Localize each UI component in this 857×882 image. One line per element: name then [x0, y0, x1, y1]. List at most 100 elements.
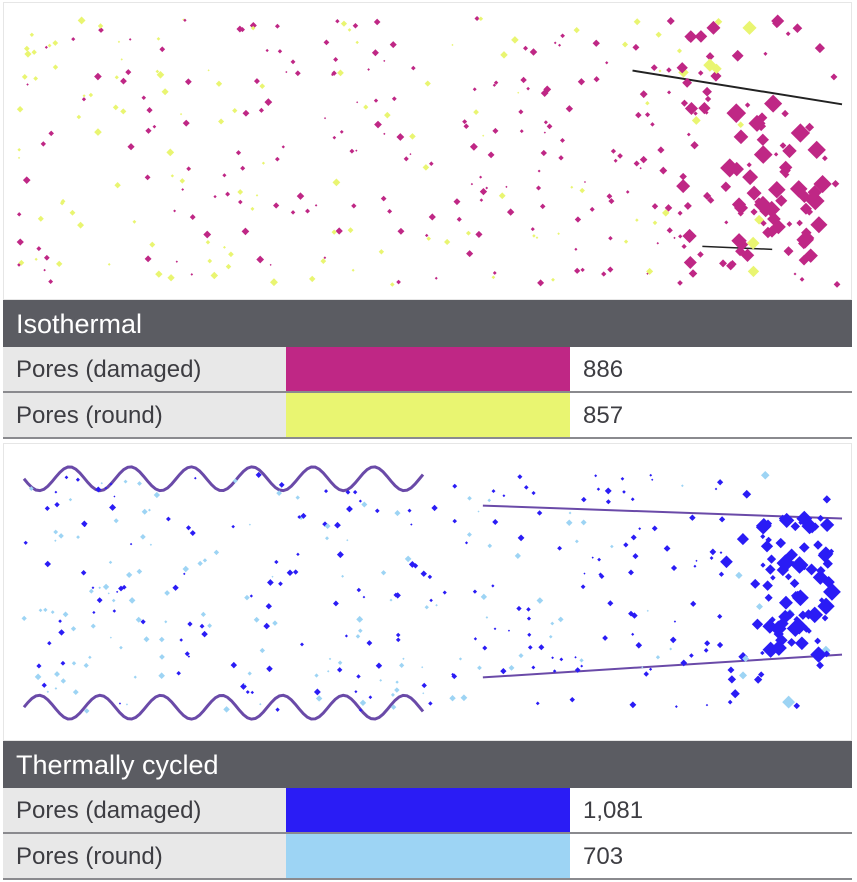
pore-mark [331, 70, 337, 76]
pore-mark [331, 229, 337, 235]
pore-mark [213, 549, 220, 556]
pore-mark [677, 280, 683, 286]
pore-mark [323, 39, 330, 46]
pore-mark [659, 166, 668, 175]
pore-mark [753, 145, 773, 164]
pore-mark [358, 499, 362, 503]
pore-mark [52, 40, 59, 46]
row-label: Pores (round) [3, 393, 286, 437]
pore-mark [104, 486, 108, 490]
pore-mark [751, 618, 764, 630]
pore-mark [112, 104, 119, 111]
pore-mark [782, 143, 797, 159]
pore-mark [249, 594, 253, 598]
pore-mark [790, 123, 811, 143]
pore-mark [790, 521, 801, 532]
pore-mark [244, 594, 250, 601]
pore-mark [183, 572, 186, 576]
pore-mark [113, 518, 119, 524]
pore-mark [449, 694, 456, 702]
pore-mark [726, 103, 747, 123]
pore-mark [620, 476, 625, 481]
pore-mark [610, 148, 617, 154]
pore-mark [666, 17, 675, 25]
color-swatch [286, 834, 570, 878]
pore-mark [238, 199, 243, 205]
pore-mark [673, 620, 677, 623]
pore-mark [120, 77, 127, 85]
pore-mark [91, 586, 95, 590]
pore-mark [155, 270, 163, 278]
pore-mark [43, 268, 46, 272]
pore-mark [816, 661, 824, 670]
pore-mark [467, 496, 472, 501]
pore-mark [683, 256, 697, 269]
pore-mark [681, 484, 684, 488]
pore-mark [334, 521, 341, 529]
pore-mark [526, 86, 530, 91]
pore-mark [557, 616, 564, 623]
pore-mark [765, 536, 772, 544]
pore-mark [107, 262, 111, 266]
pore-mark [617, 153, 623, 159]
pore-mark [361, 501, 368, 508]
pore-mark [412, 563, 419, 569]
pore-mark [164, 620, 168, 624]
pore-mark [639, 90, 648, 99]
pore-mark [322, 521, 328, 527]
pore-mark [690, 600, 697, 607]
pore-mark [537, 279, 545, 287]
pore-mark [717, 479, 724, 486]
pore-mark [491, 275, 496, 280]
pore-mark [500, 667, 507, 675]
pore-mark [159, 654, 165, 660]
pore-mark [482, 134, 485, 137]
pore-mark [573, 27, 580, 34]
pore-mark [54, 687, 58, 690]
pore-mark [601, 271, 607, 277]
pore-mark [466, 250, 474, 258]
pore-mark [68, 497, 73, 502]
pore-mark [557, 545, 563, 551]
pore-mark [733, 129, 749, 145]
pore-mark [458, 657, 463, 661]
pore-mark [742, 20, 757, 35]
color-swatch [286, 393, 570, 437]
pore-mark [83, 523, 87, 528]
pore-mark [530, 227, 535, 232]
pore-mark [639, 155, 648, 164]
pore-mark [426, 236, 431, 241]
pore-mark [351, 203, 357, 209]
row-label: Pores (damaged) [3, 347, 286, 391]
pore-mark [762, 580, 773, 591]
pore-mark [344, 634, 348, 638]
pore-mark [340, 20, 348, 27]
pore-mark [697, 70, 704, 76]
pore-mark [720, 158, 740, 178]
thermally-cycled-pore-scan-image [3, 443, 852, 741]
pore-mark [28, 486, 34, 491]
pore-mark [735, 246, 746, 257]
pore-mark [608, 198, 615, 205]
pore-mark [785, 548, 798, 562]
pore-mark [76, 114, 82, 120]
row-label: Pores (damaged) [3, 788, 286, 832]
pore-mark [689, 653, 694, 658]
pore-mark [237, 189, 244, 195]
pore-mark [88, 588, 94, 594]
pore-mark [518, 109, 524, 115]
pore-mark [255, 194, 259, 197]
pore-mark [155, 69, 160, 74]
pore-mark [748, 114, 766, 132]
pore-mark [166, 148, 175, 157]
pore-mark [203, 230, 212, 239]
pore-mark [760, 534, 766, 540]
pore-mark [812, 569, 828, 585]
pore-mark [537, 169, 541, 173]
pore-mark [491, 584, 495, 588]
pore-mark [466, 532, 472, 538]
pore-mark [669, 647, 673, 651]
pore-mark [34, 673, 42, 681]
pore-mark [97, 23, 104, 29]
pore-mark [421, 666, 424, 669]
